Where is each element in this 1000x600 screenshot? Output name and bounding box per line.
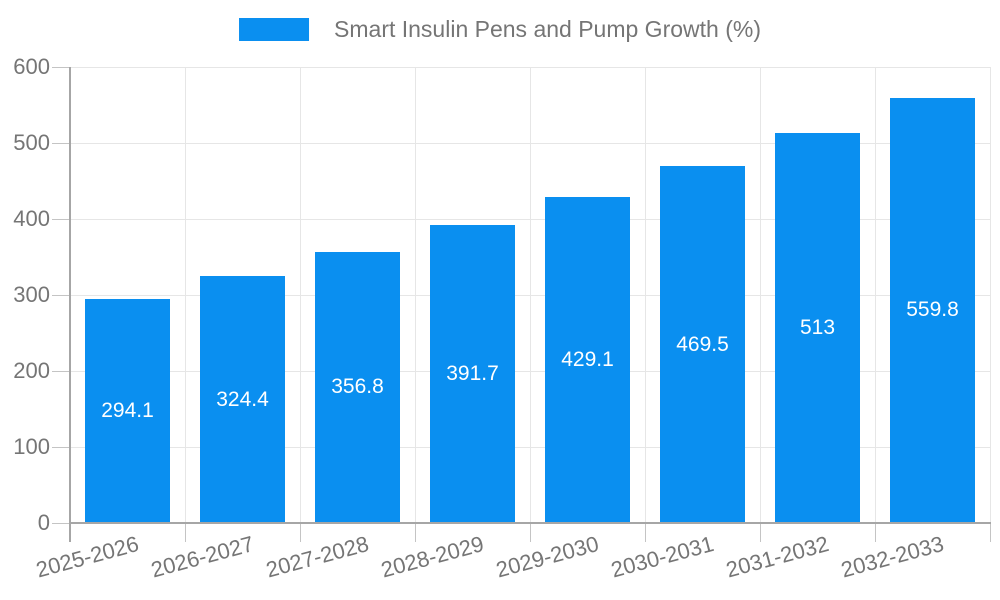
bar[interactable] <box>660 166 745 523</box>
x-gridline <box>299 67 301 523</box>
x-gridline <box>989 67 991 523</box>
chart-title: Smart Insulin Pens and Pump Growth (%) <box>334 16 761 42</box>
legend-swatch <box>239 18 310 41</box>
legend-item[interactable]: Smart Insulin Pens and Pump Growth (%) <box>239 18 761 41</box>
x-tick-mark <box>644 523 646 542</box>
y-axis-tick-label: 600 <box>13 54 50 79</box>
x-gridline <box>759 67 761 523</box>
bar[interactable] <box>890 97 975 523</box>
y-axis-line <box>69 67 71 542</box>
x-gridline <box>529 67 531 523</box>
x-axis-tick-label: 2029-2030 <box>493 531 602 583</box>
y-axis-tick-label: 0 <box>37 510 50 535</box>
bar[interactable] <box>545 196 630 523</box>
y-tick-mark <box>52 447 70 448</box>
x-axis-line <box>69 522 991 524</box>
x-tick-mark <box>759 523 761 542</box>
x-axis-tick-label: 2031-2032 <box>723 531 832 583</box>
y-axis-tick-label: 300 <box>13 282 50 307</box>
x-axis-tick-label: 2032-2033 <box>838 531 947 583</box>
y-tick-mark <box>52 219 70 220</box>
bar[interactable] <box>315 251 400 523</box>
x-tick-mark <box>529 523 531 542</box>
x-axis-tick-label: 2025-2026 <box>33 531 142 583</box>
x-tick-mark <box>299 523 301 542</box>
y-tick-mark <box>52 523 70 524</box>
bar[interactable] <box>775 133 860 523</box>
x-axis-tick-label: 2027-2028 <box>263 531 372 583</box>
y-axis-tick-label: 200 <box>13 358 50 383</box>
bar[interactable] <box>200 276 285 523</box>
y-tick-mark <box>52 143 70 144</box>
x-gridline <box>414 67 416 523</box>
x-tick-mark <box>874 523 876 542</box>
bar[interactable] <box>430 225 515 523</box>
x-gridline <box>184 67 186 523</box>
y-tick-mark <box>52 295 70 296</box>
y-axis-tick-label: 100 <box>13 434 50 459</box>
x-axis-tick-label: 2030-2031 <box>608 531 717 583</box>
x-gridline <box>874 67 876 523</box>
y-axis-tick-label: 500 <box>13 130 50 155</box>
x-tick-mark <box>989 523 991 542</box>
y-tick-mark <box>52 371 70 372</box>
x-axis-tick-label: 2026-2027 <box>148 531 257 583</box>
x-gridline <box>644 67 646 523</box>
y-tick-mark <box>52 67 70 68</box>
x-tick-mark <box>184 523 186 542</box>
bar[interactable] <box>85 299 170 523</box>
x-tick-mark <box>414 523 416 542</box>
x-axis-tick-label: 2028-2029 <box>378 531 487 583</box>
y-axis-tick-label: 400 <box>13 206 50 231</box>
